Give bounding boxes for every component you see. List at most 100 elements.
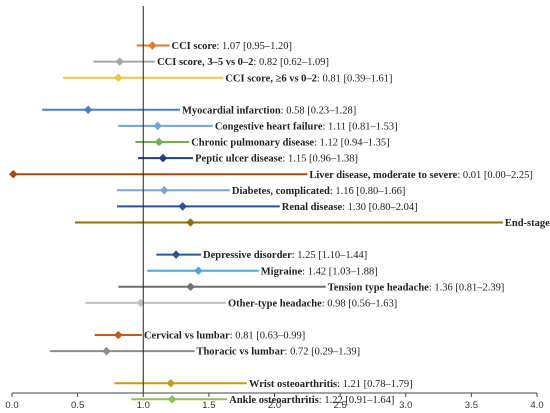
row-label-name: Depressive disorder [203, 250, 292, 261]
forest-row: CCI score: 1.07 [0.95–1.20] [136, 41, 293, 52]
row-label-value: : 1.36 [0.81–2.39] [429, 282, 505, 293]
row-label: Ankle osteoarthritis: 1.22 [0.91–1.64] [229, 395, 394, 406]
row-label-name: Thoracic vs lumbar [196, 347, 284, 358]
estimate-point [167, 395, 177, 404]
forest-row: Tension type headache: 1.36 [0.81–2.39] [118, 282, 504, 293]
forest-row: CCI score, ≥6 vs 0–2: 0.81 [0.39–1.61] [63, 73, 392, 84]
row-label-value: : 0.81 [0.39–1.61] [317, 73, 393, 84]
estimate-point [160, 186, 169, 195]
row-label-name: End-stage renal disease [505, 218, 550, 229]
forest-row: Cervical vs lumbar: 0.81 [0.63–0.99] [94, 330, 305, 342]
forest-row: Migraine: 1.42 [1.03–1.88] [147, 266, 378, 277]
forest-row: Thoracic vs lumbar: 0.72 [0.29–1.39] [50, 347, 360, 358]
row-label-name: Wrist osteoarthritis [249, 379, 337, 390]
row-label-name: Congestive heart failure [215, 122, 323, 133]
row-label: Migraine: 1.42 [1.03–1.88] [261, 266, 378, 277]
row-label-name: Migraine [261, 266, 303, 277]
forest-row: Ankle osteoarthritis: 1.22 [0.91–1.64] [131, 395, 394, 406]
row-label: Wrist osteoarthritis: 1.21 [0.78–1.79] [249, 379, 413, 390]
forest-row: Congestive heart failure: 1.11 [0.81–1.5… [118, 121, 398, 133]
estimate-point [171, 250, 181, 259]
x-tick-label: 0.0 [5, 400, 18, 411]
forest-row: CCI score, 3–5 vs 0–2: 0.82 [0.62–1.09] [93, 57, 329, 68]
row-label-name: CCI score, ≥6 vs 0–2 [225, 73, 317, 84]
row-label-name: Chronic pulmonary disease [191, 138, 314, 149]
row-label: End-stage renal disease: 1.36 [0.48–3.74… [505, 218, 550, 229]
row-label-name: Cervical vs lumbar [144, 331, 230, 342]
row-label-value: : 0.01 [0.00–2.25] [457, 170, 533, 181]
row-label: CCI score, 3–5 vs 0–2: 0.82 [0.62–1.09] [157, 57, 329, 68]
estimate-point [178, 202, 187, 211]
row-label-name: CCI score [172, 41, 217, 52]
estimate-point [102, 346, 111, 356]
row-label: Chronic pulmonary disease: 1.12 [0.94–1.… [191, 138, 389, 149]
row-label-value: : 0.98 [0.56–1.63] [322, 299, 398, 310]
estimate-point [114, 73, 123, 82]
row-label-value: : 1.15 [0.96–1.38] [282, 154, 358, 165]
row-label: Diabetes, complicated: 1.16 [0.80–1.66] [232, 186, 406, 197]
row-label-value: : 1.22 [0.91–1.64] [319, 395, 395, 406]
x-tick-label: 1.5 [202, 400, 215, 411]
estimate-point [154, 137, 164, 147]
row-label-value: : 1.42 [1.03–1.88] [302, 266, 378, 277]
estimate-point [115, 57, 124, 66]
row-label-name: Peptic ulcer disease [195, 154, 283, 165]
row-label-value: : 0.81 [0.63–0.99] [230, 331, 306, 342]
estimate-point [158, 153, 168, 163]
estimate-point [114, 330, 123, 340]
estimate-point [83, 105, 93, 115]
forest-row: Renal disease: 1.30 [0.80–2.04] [117, 202, 418, 213]
estimate-point [194, 266, 203, 275]
row-label: Peptic ulcer disease: 1.15 [0.96–1.38] [195, 154, 358, 165]
estimate-point [9, 169, 18, 179]
x-tick-label: 3.5 [465, 400, 478, 411]
x-tick-label: 1.0 [137, 400, 150, 411]
row-label: CCI score: 1.07 [0.95–1.20] [172, 41, 293, 52]
row-label-value: : 1.16 [0.80–1.66] [330, 186, 406, 197]
x-tick-label: 4.0 [530, 400, 543, 411]
forest-row: Other-type headache: 0.98 [0.56–1.63] [85, 299, 397, 310]
estimate-point [166, 378, 176, 388]
row-label-value: : 1.21 [0.78–1.79] [337, 379, 413, 390]
row-label-name: CCI score, 3–5 vs 0–2 [157, 57, 253, 68]
forest-row: Depressive disorder: 1.25 [1.10–1.44] [156, 250, 367, 261]
row-label-value: : 0.82 [0.62–1.09] [253, 57, 329, 68]
estimate-point [148, 41, 157, 50]
forest-rows: CCI score: 1.07 [0.95–1.20] CCI score, 3–… [9, 41, 550, 406]
x-axis-ticks: 0.0 0.5 1.0 1.5 2.0 2.5 3.0 3.5 4.0 [5, 393, 544, 411]
row-label-value: : 0.58 [0.23–1.28] [281, 105, 357, 116]
row-label-name: Renal disease [282, 202, 343, 213]
row-label-value: : 1.30 [0.80–2.04] [342, 202, 418, 213]
row-label: Congestive heart failure: 1.11 [0.81–1.5… [215, 122, 398, 133]
row-label: Depressive disorder: 1.25 [1.10–1.44] [203, 250, 367, 261]
row-label-name: Tension type headache [328, 282, 429, 293]
estimate-point [153, 121, 162, 131]
row-label-value: : 1.25 [1.10–1.44] [292, 250, 368, 261]
row-label-name: Myocardial infarction [182, 105, 281, 116]
forest-row: End-stage renal disease: 1.36 [0.48–3.74… [75, 218, 550, 229]
x-tick-label: 0.5 [71, 400, 84, 411]
row-label: Cervical vs lumbar: 0.81 [0.63–0.99] [144, 331, 305, 342]
row-label-value: : 1.07 [0.95–1.20] [217, 41, 293, 52]
row-label-name: Ankle osteoarthritis [229, 395, 319, 406]
x-tick-label: 2.5 [334, 400, 347, 411]
row-label: Renal disease: 1.30 [0.80–2.04] [282, 202, 418, 213]
row-label: CCI score, ≥6 vs 0–2: 0.81 [0.39–1.61] [225, 73, 392, 84]
row-label-name: Other-type headache [228, 299, 322, 310]
estimate-point [186, 218, 195, 227]
row-label: Tension type headache: 1.36 [0.81–2.39] [328, 282, 505, 293]
row-label: Thoracic vs lumbar: 0.72 [0.29–1.39] [196, 347, 360, 358]
x-tick-label: 3.0 [399, 400, 412, 411]
forest-row: Chronic pulmonary disease: 1.12 [0.94–1.… [135, 137, 390, 149]
row-label: Liver disease, moderate to severe: 0.01 … [309, 170, 533, 181]
forest-row: Diabetes, complicated: 1.16 [0.80–1.66] [117, 186, 405, 197]
row-label-value: : 1.11 [0.81–1.53] [323, 122, 398, 133]
forest-row: Wrist osteoarthritis: 1.21 [0.78–1.79] [114, 378, 413, 390]
row-label-name: Diabetes, complicated [232, 186, 330, 197]
row-label: Other-type headache: 0.98 [0.56–1.63] [228, 299, 397, 310]
forest-row: Peptic ulcer disease: 1.15 [0.96–1.38] [138, 154, 358, 165]
forest-row: Liver disease, moderate to severe: 0.01 … [9, 169, 533, 181]
row-label-name: Liver disease, moderate to severe [309, 170, 457, 181]
row-label: Myocardial infarction: 0.58 [0.23–1.28] [182, 105, 356, 116]
